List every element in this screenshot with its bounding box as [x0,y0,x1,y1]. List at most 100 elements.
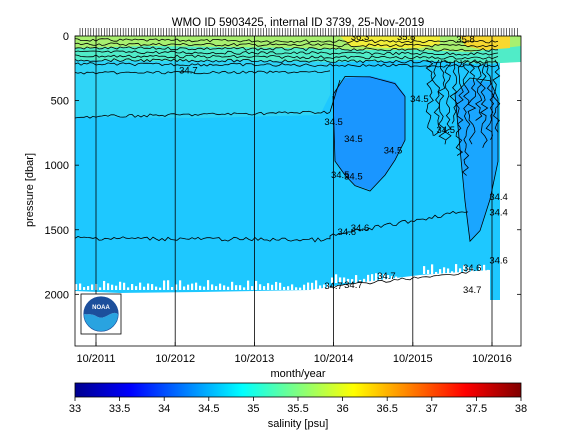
contour-label-7: 34.5 [437,125,456,136]
y-axis-title: pressure [dbar] [24,153,36,227]
depth-gap-84 [411,279,414,283]
x-tick-label-1: 10/2012 [155,353,195,365]
depth-gap-74 [371,274,374,283]
depth-gap-70 [355,275,358,283]
depth-gap-92 [443,267,446,274]
depth-gap-101 [479,265,482,274]
depth-gap-10 [115,285,118,290]
depth-gap-14 [131,284,134,290]
y-tick-label-1: 500 [51,96,69,108]
depth-gap-86 [419,275,422,283]
depth-gap-60 [315,280,318,290]
depth-gap-27 [183,286,186,290]
depth-gap-41 [239,285,242,290]
depth-gap-64 [331,277,334,283]
y-tick-label-4: 2000 [45,289,69,301]
depth-gap-9 [111,284,114,290]
depth-gap-94 [451,271,454,274]
colorbar-tick-label-6: 36 [336,403,348,415]
depth-gap-62 [323,284,326,290]
depth-gap-58 [307,282,310,290]
depth-gap-15 [135,286,138,290]
colorbar-gradient [74,382,522,398]
contour-line-24 [492,59,501,133]
contour-line-4 [75,54,499,60]
contour-line-11 [332,76,406,192]
profile-ticks [79,28,518,36]
profile-depth-limit [75,264,490,290]
depth-gap-71 [359,279,362,283]
depth-gap-30 [195,282,198,290]
depth-gap-55 [295,287,298,290]
depth-gap-17 [143,286,146,290]
depth-gap-81 [399,280,402,283]
depth-gap-98 [467,267,470,274]
depth-gap-42 [243,287,246,290]
depth-gap-6 [99,287,102,290]
depth-gap-31 [199,285,202,290]
contour-line-23 [485,60,495,140]
depth-gap-13 [127,287,130,290]
low-salinity-pool-east [455,80,498,240]
depth-gap-77 [383,274,386,283]
depth-gap-103 [487,269,490,274]
colorbar-title: salinity [psu] [268,418,329,430]
depth-gap-2 [83,287,86,290]
contour-line-13 [425,59,434,137]
contour-label-5: 34.5 [384,146,403,157]
depth-gap-22 [163,280,166,290]
depth-gap-57 [303,284,306,290]
x-tick-label-5: 10/2016 [472,353,512,365]
depth-gap-53 [287,286,290,290]
depth-gap-43 [247,280,250,290]
contour-line-2 [75,46,499,52]
depth-gap-79 [391,275,394,283]
depth-gap-56 [299,287,302,290]
depth-gap-11 [119,281,122,290]
colorbar-tick-label-3: 34.5 [198,403,219,415]
depth-gap-33 [207,280,210,290]
colorbar-tick-label-9: 37.5 [466,403,487,415]
noaa-logo-text: NOAA [92,305,110,311]
depth-gap-52 [283,286,286,290]
y-tick-label-2: 1000 [45,160,69,172]
surface-max-field-east [460,36,510,50]
contour-label-17: 34.6 [489,255,508,266]
depth-gap-82 [403,278,406,283]
contour-labels: 34.734.534.534.534.534.534.534.534.634.6… [179,32,508,296]
contour-line-18 [455,60,464,156]
intermediate-water-field [75,60,330,118]
depth-gap-3 [87,286,90,290]
depth-gap-44 [251,286,254,290]
depth-gap-83 [407,278,410,283]
depth-gap-50 [275,281,278,290]
depth-gap-73 [367,274,370,283]
y-axis: 0 500 1000 1500 2000 [45,31,521,301]
colorbar-tick-label-0: 33 [69,403,81,415]
depth-gap-59 [311,282,314,290]
contour-label-16: 34.4 [489,208,508,219]
depth-gap-29 [191,283,194,290]
contour-label-10: 34.6 [463,263,482,274]
depth-gap-54 [291,284,294,290]
contour-line-17 [449,60,458,124]
depth-gap-19 [151,284,154,290]
colorbar-tick-label-7: 36.5 [376,403,397,415]
plot-frame [74,35,522,347]
contour-label-2: 34.5 [344,134,363,145]
colorbar-tick-label-2: 34 [158,403,170,415]
contour-line-6 [75,62,499,68]
depth-gap-93 [447,268,450,274]
chart-title: WMO ID 5903425, internal ID 3739, 25-Nov… [172,17,425,29]
depth-gap-48 [267,283,270,290]
depth-gap-102 [483,264,486,274]
depth-gap-7 [103,280,106,290]
contour-label-9: 34.6 [351,223,370,234]
colorbar-tick-label-1: 33.5 [109,403,130,415]
contour-label-18: 36.3 [351,32,370,43]
contour-label-11: 34.7 [324,281,343,292]
x-tick-label-2: 10/2013 [235,353,275,365]
contour-label-20: 35.8 [456,35,475,46]
depth-gap-88 [427,269,430,274]
depth-gap-96 [459,268,462,274]
